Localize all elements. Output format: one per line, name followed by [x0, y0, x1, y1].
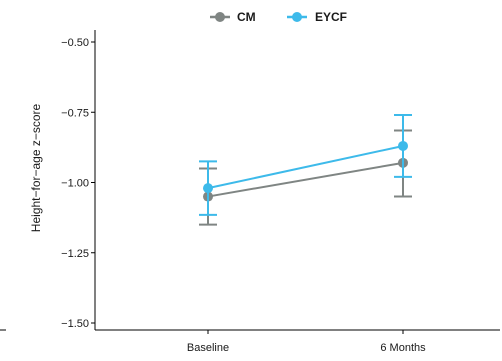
y-tick-label: −1.00	[61, 178, 89, 190]
y-axis-title: Height−for−age z−score	[29, 103, 43, 232]
legend-swatch-point-eycf	[292, 12, 302, 22]
legend-swatch-point-cm	[215, 12, 225, 22]
x-ticks: Baseline 6 Months	[187, 330, 426, 354]
legend: CM EYCF	[210, 10, 347, 24]
legend-item-eycf: EYCF	[287, 10, 347, 24]
y-tick-label: −1.25	[61, 248, 89, 260]
series-line-eycf	[207, 144, 404, 190]
plot-series	[199, 114, 412, 226]
y-tick-label: −1.50	[61, 318, 89, 330]
y-ticks: −0.50 −0.75 −1.00 −1.25 −1.50	[61, 37, 95, 330]
y-tick-label: −0.50	[61, 37, 89, 49]
legend-item-cm: CM	[210, 10, 256, 24]
x-tick-label: 6 Months	[380, 342, 426, 354]
legend-label-cm: CM	[237, 10, 256, 24]
legend-label-eycf: EYCF	[315, 10, 347, 24]
data-point-eycf	[203, 183, 213, 194]
series-line-cm	[207, 161, 404, 198]
y-tick-label: −0.75	[61, 107, 89, 119]
data-point-eycf	[398, 140, 408, 151]
x-tick-label: Baseline	[187, 342, 229, 354]
